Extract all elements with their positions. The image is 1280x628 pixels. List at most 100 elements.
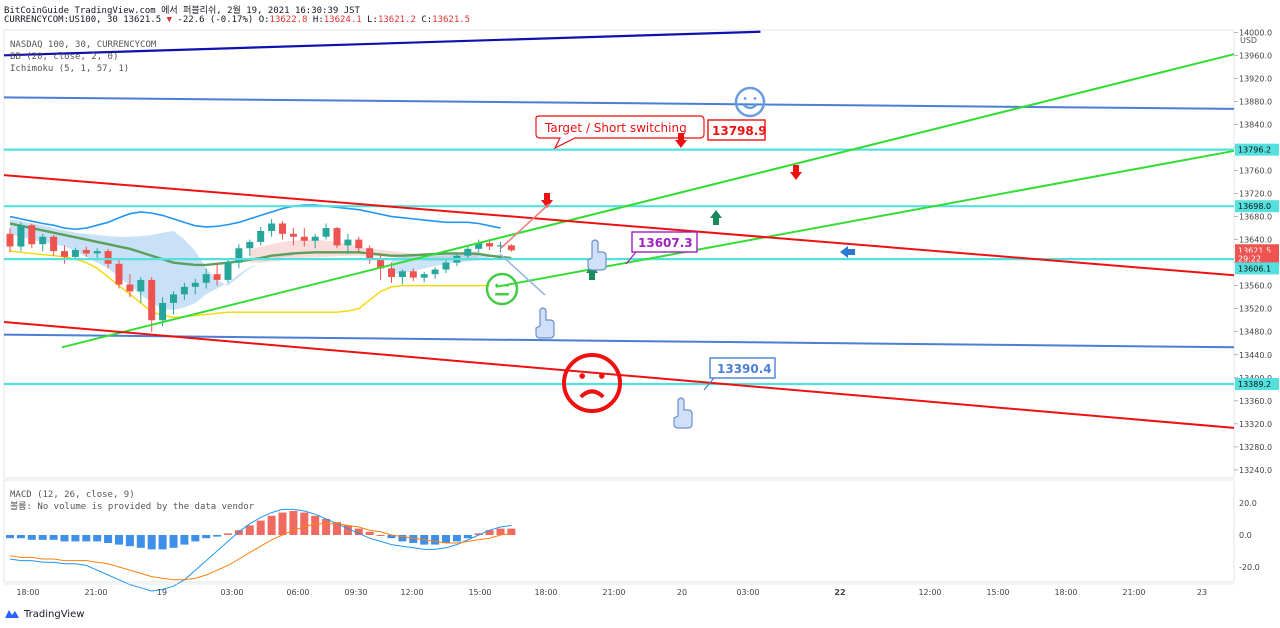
y-tick-label: 13880.0 — [1239, 97, 1272, 106]
macd-histogram-bar — [431, 535, 440, 545]
tradingview-footer[interactable]: TradingView — [4, 608, 84, 620]
bb-legend[interactable]: BB (20, close, 2, 0) — [10, 52, 118, 62]
x-tick-label: 19 — [157, 588, 167, 597]
candle-body[interactable] — [475, 243, 483, 249]
x-tick-label: 18:00 — [16, 588, 39, 597]
arrow-left-icon — [840, 246, 855, 258]
candle-body[interactable] — [191, 282, 199, 287]
macd-histogram-bar — [60, 535, 69, 542]
candle-body[interactable] — [104, 251, 112, 264]
candle-body[interactable] — [213, 274, 221, 280]
happy-face-icon-eye — [753, 97, 757, 100]
candle-body[interactable] — [464, 248, 472, 256]
candle-body[interactable] — [82, 249, 90, 254]
chart-header-line1: BitCoinGuide TradingView.com 에서 퍼블리쉬, 2월… — [4, 6, 360, 16]
candle-body[interactable] — [39, 236, 47, 245]
candle-body[interactable] — [497, 245, 504, 247]
candle-body[interactable] — [28, 225, 36, 245]
candle-body[interactable] — [355, 239, 363, 249]
candle-body[interactable] — [93, 251, 101, 254]
candle-body[interactable] — [366, 248, 374, 260]
candle-body[interactable] — [322, 228, 330, 237]
x-tick-label: 03:00 — [220, 588, 243, 597]
lower-blue-trend-line[interactable] — [3, 333, 1235, 349]
macd-histogram-bar — [322, 519, 331, 535]
candle-body[interactable] — [180, 286, 188, 295]
candle-body[interactable] — [224, 262, 232, 280]
x-tick-label: 21:00 — [602, 588, 625, 597]
x-tick-label: 21:00 — [1122, 588, 1145, 597]
candle-body[interactable] — [50, 236, 58, 252]
candle-body[interactable] — [431, 269, 439, 275]
y-tick-label: 13360.0 — [1239, 397, 1272, 406]
candle-body[interactable] — [170, 294, 177, 303]
price-tag-label: 29:22 — [1238, 255, 1261, 264]
candle-body[interactable] — [311, 236, 319, 241]
price-tag-cyan — [1235, 262, 1279, 275]
candle-body[interactable] — [235, 248, 243, 263]
candles — [6, 218, 515, 332]
macd-histogram-bar — [180, 535, 189, 545]
candle-body[interactable] — [71, 249, 79, 257]
macd-histogram-bar — [125, 535, 134, 547]
bollinger-upper-line — [9, 204, 501, 231]
candle-body[interactable] — [6, 233, 14, 247]
macd-histogram-bar — [507, 528, 516, 535]
target-callout-text: Target / Short switching — [544, 121, 687, 135]
navy-trend-line[interactable] — [3, 30, 761, 57]
green-lower-channel-line[interactable] — [495, 149, 1235, 288]
y-tick-label: 13840.0 — [1239, 120, 1272, 129]
low-value: 13621.2 — [377, 15, 416, 25]
candle-body[interactable] — [333, 228, 341, 246]
candle-body[interactable] — [115, 263, 123, 285]
candle-body[interactable] — [289, 233, 297, 237]
candle-body[interactable] — [246, 241, 254, 249]
macd-histogram-bar — [376, 535, 385, 536]
candle-body[interactable] — [202, 274, 210, 283]
x-tick-label: 18:00 — [534, 588, 557, 597]
y-tick-label: 13680.0 — [1239, 213, 1272, 222]
macd-histogram-bar — [289, 511, 298, 535]
upper-blue-trend-line[interactable] — [3, 96, 1235, 110]
candle-body[interactable] — [17, 225, 25, 247]
mid-price-label: 13607.3 — [638, 236, 693, 250]
y-tick-label: 13560.0 — [1239, 282, 1272, 291]
y-tick-label: 13960.0 — [1239, 51, 1272, 60]
candle-body[interactable] — [268, 223, 276, 231]
macd-histogram-bar — [474, 533, 483, 535]
red-upper-channel-line[interactable] — [3, 174, 1235, 277]
x-tick-label: 22 — [834, 588, 845, 597]
x-tick-label: 12:00 — [400, 588, 423, 597]
candle-body[interactable] — [486, 243, 494, 247]
candle-body[interactable] — [61, 251, 68, 257]
candle-body[interactable] — [398, 271, 406, 278]
sad-face-icon — [562, 353, 622, 413]
x-tick-label: 15:00 — [986, 588, 1009, 597]
candle-body[interactable] — [409, 271, 417, 278]
macd-histogram-bar — [409, 535, 418, 543]
candle-body[interactable] — [388, 268, 395, 278]
candle-body[interactable] — [442, 262, 450, 270]
candle-body[interactable] — [279, 223, 286, 234]
candle-body[interactable] — [420, 274, 428, 278]
candle-body[interactable] — [257, 230, 265, 242]
symbol-label[interactable]: CURRENCYCOM:US100, 30 — [4, 15, 118, 25]
candle-body[interactable] — [300, 236, 308, 241]
price-tag-label: 13698.0 — [1238, 202, 1271, 211]
candle-body[interactable] — [377, 259, 385, 269]
candle-body[interactable] — [507, 245, 515, 251]
y-tick-label: 13520.0 — [1239, 305, 1272, 314]
green-upper-channel-line[interactable] — [61, 53, 1235, 349]
macd-legend[interactable]: MACD (12, 26, close, 9) — [10, 490, 135, 500]
candle-body[interactable] — [148, 279, 156, 321]
y-tick-label: 13440.0 — [1239, 351, 1272, 360]
low-price-label: 13390.4 — [717, 362, 772, 376]
candle-body[interactable] — [126, 284, 134, 292]
candle-body[interactable] — [137, 279, 145, 292]
hand-pointer-icon — [587, 239, 607, 271]
ichimoku-legend[interactable]: Ichimoku (5, 1, 57, 1) — [10, 64, 129, 74]
y-tick-label: 14000.0 — [1239, 28, 1272, 37]
candle-body[interactable] — [159, 302, 167, 321]
candle-body[interactable] — [344, 239, 352, 246]
